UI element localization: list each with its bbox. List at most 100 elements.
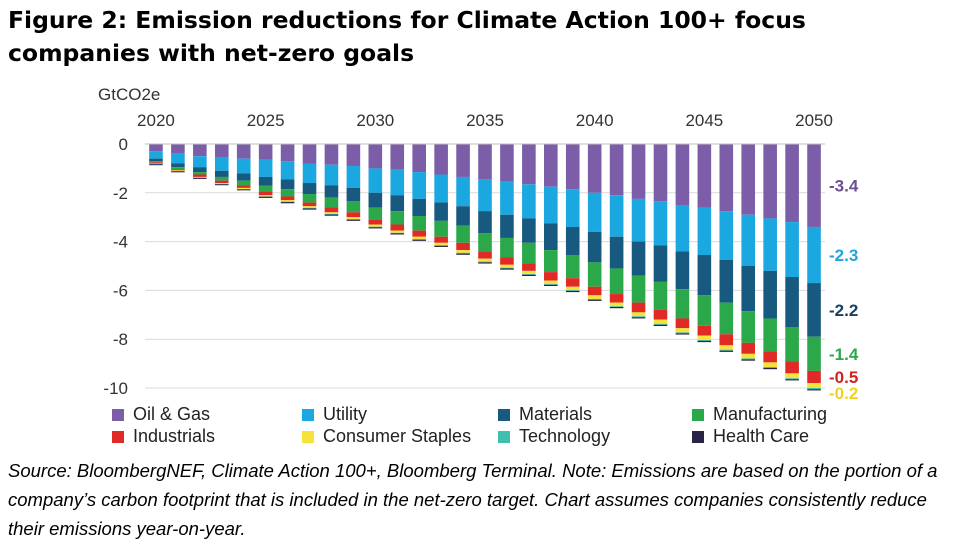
bar-segment-industrials [697,325,712,336]
bar-segment-manufacturing [478,233,492,252]
bar-segment-utility [171,153,185,164]
y-tick-label: -10 [103,379,128,398]
bar-segment-manufacturing [193,172,207,175]
bar-segment-materials [565,226,580,256]
bar-segment-utility [302,163,317,184]
bar-segment-manufacturing [302,194,317,203]
bar-segment-technology [456,252,470,254]
bar-segment-consumer-staples [500,264,514,268]
y-tick-label: -4 [113,233,128,252]
axes: 0 -2 -4 -6 -8 -10 GtCO2e 2020 2025 2030 2035 2040 20… [98,85,833,398]
bar-segment-consumer-staples [193,176,207,178]
bar-segment-oil-gas [697,144,712,208]
bar-segment-health-care [324,214,339,216]
bar-segment-health-care [193,177,207,179]
bar-segment-industrials [565,278,580,287]
bar-segment-manufacturing [697,295,712,326]
bar-segment-technology [741,358,756,360]
bar-segment-industrials [631,302,646,313]
bar-segment-utility [741,214,756,266]
legend-swatch [498,408,510,421]
bar-segment-industrials [280,196,295,201]
legend-label: Consumer Staples [323,426,472,446]
bar-segment-consumer-staples [785,373,799,379]
bar-segment-industrials [171,169,185,171]
bar-segment-oil-gas [522,144,536,185]
bar-segment-consumer-staples [368,224,383,227]
bar-segment-oil-gas [368,144,383,169]
bar-segment-industrials [258,191,273,196]
bar-segment-industrials [609,294,624,303]
bar-segment-industrials [412,230,426,237]
bar-segment-health-care [258,196,273,198]
bar-segment-consumer-staples [522,270,536,275]
bar-segment-oil-gas [719,144,734,212]
bar-segment-oil-gas [280,144,295,162]
bar-segment-materials [522,218,536,243]
bar-segment-consumer-staples [763,362,777,368]
bar-segment-oil-gas [609,144,624,196]
bar-segment-technology [587,298,602,300]
bar-segment-consumer-staples [697,335,712,340]
bar-segment-oil-gas [675,144,690,205]
bar-segment-materials [434,202,448,221]
bar-segment-utility [587,192,602,232]
x-tick-label: 2035 [466,111,504,130]
bar-segment-manufacturing [763,318,777,352]
bar-segment-manufacturing [807,336,821,371]
y-tick-label: 0 [119,135,128,154]
bar-segment-consumer-staples [390,230,405,233]
legend-item: Oil & Gas [112,404,210,425]
bar-segment-oil-gas [258,144,273,160]
bar-segment-consumer-staples [741,353,756,359]
bar-segment-industrials [653,309,668,320]
bar-segment-manufacturing [719,302,734,335]
bar-segment-health-care [741,359,756,361]
bar-segment-utility [412,172,426,199]
bar-segment-manufacturing [346,201,361,213]
bar-segment-health-care [565,290,580,293]
bar-segment-manufacturing [236,180,251,186]
bar-segment-health-care [522,274,536,277]
bar-segment-materials [412,198,426,216]
bar-segment-utility [697,207,712,256]
bar-segment-utility [785,222,799,277]
bar-segment-oil-gas [456,144,470,177]
bar-segment-oil-gas [193,144,207,157]
bar-segment-industrials [456,242,470,251]
bar-segment-oil-gas [763,144,777,219]
bar-segment-oil-gas [544,144,558,187]
bar-segment-manufacturing [149,161,163,163]
bar-segment-oil-gas [149,144,163,152]
bar-segment-consumer-staples [171,170,185,172]
end-value-label: -0.5 [829,368,858,387]
bar-segment-consumer-staples [280,200,295,202]
bar-segment-technology [719,349,734,351]
bar-segment-oil-gas [500,144,514,182]
bar-segment-health-care [609,306,624,309]
bar-segment-health-care [149,164,163,166]
bar-segment-health-care [434,245,448,247]
bar-segment-manufacturing [456,225,470,243]
legend-item: Utility [302,404,367,425]
bar-segment-utility [346,165,361,188]
bar-segment-technology [763,367,777,368]
bar-segment-health-care [368,227,383,229]
bar-segment-consumer-staples [346,217,361,220]
bar-segment-industrials [675,318,690,329]
bar-segment-materials [346,187,361,202]
bar-segment-industrials [193,174,207,177]
bar-segment-industrials [302,202,317,207]
legend-label: Materials [519,404,593,424]
source-note: Source: BloombergNEF, Climate Action 100… [8,460,938,539]
bar-segment-oil-gas [412,144,426,173]
bar-segment-manufacturing [214,176,229,181]
bar-segment-utility [675,205,690,252]
bar-segment-utility [214,157,229,171]
bar-segment-utility [478,179,492,212]
bar-segment-industrials [522,263,536,271]
bar-segment-industrials [741,342,756,354]
bar-segment-industrials [214,180,229,184]
bar-segment-materials [280,179,295,190]
